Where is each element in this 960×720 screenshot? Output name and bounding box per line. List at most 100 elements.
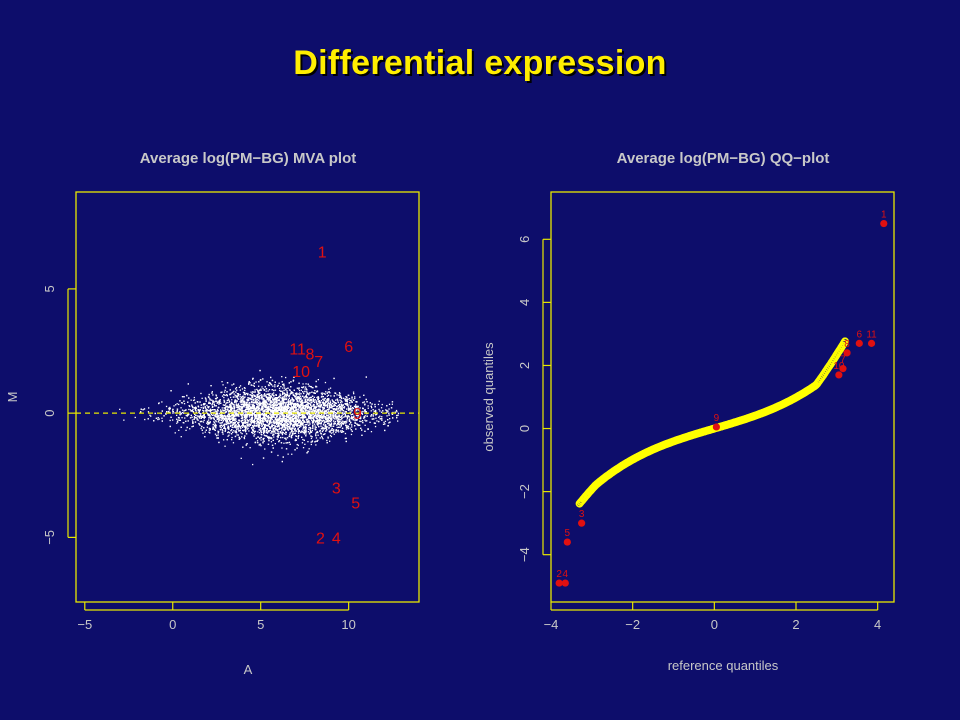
mva-point bbox=[288, 395, 290, 398]
mva-point bbox=[245, 417, 247, 420]
mva-point bbox=[158, 402, 160, 404]
mva-point bbox=[227, 426, 229, 428]
mva-point bbox=[319, 416, 322, 419]
mva-point bbox=[293, 424, 295, 426]
mva-point bbox=[243, 396, 245, 398]
mva-point bbox=[329, 392, 331, 394]
mva-point bbox=[377, 403, 380, 406]
mva-point bbox=[305, 403, 307, 406]
mva-point bbox=[238, 408, 241, 410]
mva-point bbox=[211, 404, 213, 406]
mva-point bbox=[255, 381, 257, 383]
mva-point bbox=[267, 420, 269, 423]
mva-point bbox=[224, 429, 227, 431]
mva-point bbox=[278, 412, 280, 414]
mva-point bbox=[276, 409, 278, 412]
mva-point bbox=[320, 405, 322, 407]
mva-point bbox=[252, 425, 254, 427]
mva-point bbox=[202, 432, 204, 434]
mva-point bbox=[345, 400, 347, 402]
mva-point bbox=[270, 376, 272, 379]
mva-point bbox=[254, 433, 256, 435]
mva-point bbox=[338, 392, 341, 394]
mva-point bbox=[205, 409, 207, 411]
mva-point bbox=[262, 429, 264, 431]
mva-point bbox=[298, 432, 300, 434]
mva-point bbox=[357, 414, 359, 416]
mva-point bbox=[247, 420, 250, 422]
mva-point bbox=[240, 398, 242, 400]
mva-point bbox=[302, 383, 304, 385]
mva-point bbox=[272, 385, 274, 387]
mva-point bbox=[366, 420, 368, 422]
mva-point bbox=[249, 398, 252, 400]
mva-point bbox=[248, 403, 250, 405]
mva-point bbox=[264, 413, 266, 415]
mva-point bbox=[263, 430, 265, 432]
mva-point bbox=[318, 414, 320, 417]
mva-point bbox=[335, 431, 337, 434]
mva-point bbox=[134, 416, 136, 419]
mva-point bbox=[269, 401, 271, 403]
mva-point bbox=[288, 401, 290, 403]
mva-point bbox=[230, 421, 232, 423]
mva-point bbox=[388, 422, 390, 424]
mva-point bbox=[253, 391, 255, 393]
mva-point bbox=[314, 441, 316, 443]
mva-point bbox=[258, 392, 260, 395]
mva-point bbox=[328, 402, 330, 404]
mva-point bbox=[293, 376, 295, 378]
mva-point bbox=[181, 402, 184, 404]
mva-point bbox=[276, 404, 278, 406]
mva-point bbox=[215, 421, 217, 423]
mva-point bbox=[339, 416, 342, 419]
mva-point bbox=[275, 409, 277, 411]
mva-point bbox=[315, 417, 317, 419]
mva-point bbox=[378, 416, 380, 418]
mva-point bbox=[327, 419, 329, 422]
mva-point bbox=[362, 407, 364, 410]
mva-point bbox=[267, 407, 269, 409]
mva-point bbox=[200, 404, 202, 406]
mva-point bbox=[254, 407, 256, 410]
mva-point bbox=[191, 419, 194, 421]
mva-point bbox=[392, 417, 394, 419]
mva-point bbox=[324, 421, 326, 423]
mva-point bbox=[226, 423, 228, 426]
mva-point bbox=[308, 419, 310, 422]
mva-point bbox=[293, 423, 295, 426]
mva-point bbox=[306, 393, 308, 395]
mva-point bbox=[193, 399, 196, 401]
mva-point bbox=[231, 426, 233, 428]
mva-point bbox=[287, 387, 289, 389]
mva-point bbox=[213, 414, 215, 417]
mva-point bbox=[286, 424, 288, 426]
mva-point bbox=[313, 407, 315, 409]
mva-point bbox=[397, 412, 400, 414]
mva-point bbox=[328, 398, 330, 400]
mva-point bbox=[317, 421, 319, 424]
mva-point bbox=[206, 426, 208, 428]
mva-point bbox=[235, 417, 237, 420]
mva-point bbox=[199, 424, 201, 426]
mva-point bbox=[297, 427, 299, 429]
mva-point bbox=[349, 427, 351, 429]
mva-point bbox=[197, 401, 199, 403]
mva-point bbox=[245, 433, 248, 435]
mva-point bbox=[289, 425, 291, 428]
mva-point bbox=[395, 409, 398, 412]
mva-point bbox=[279, 401, 281, 403]
mva-point bbox=[355, 404, 357, 406]
mva-point bbox=[299, 425, 301, 427]
mva-point bbox=[317, 415, 320, 417]
mva-point bbox=[338, 414, 340, 416]
mva-point bbox=[267, 410, 269, 413]
mva-point bbox=[341, 423, 343, 425]
mva-point bbox=[378, 408, 380, 411]
mva-point bbox=[253, 404, 255, 407]
mva-point bbox=[266, 393, 269, 395]
mva-point bbox=[239, 401, 241, 403]
mva-point bbox=[263, 420, 265, 422]
mva-point bbox=[330, 420, 332, 422]
mva-point bbox=[344, 416, 346, 418]
